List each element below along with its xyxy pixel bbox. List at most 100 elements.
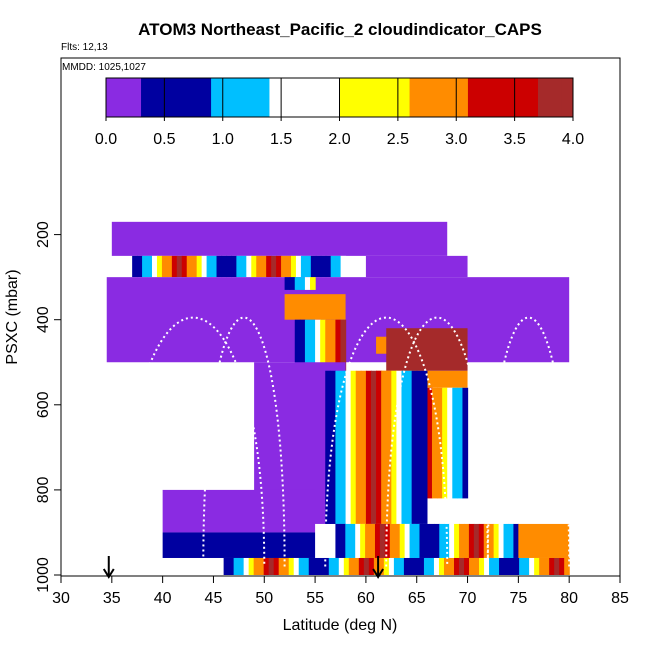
heatmap-cell <box>340 370 347 524</box>
heatmap-cell <box>228 557 235 575</box>
heatmap-cell <box>243 557 250 575</box>
heatmap-cell <box>223 557 230 575</box>
heatmap-cell <box>271 255 277 278</box>
heatmap-cell <box>340 319 347 388</box>
heatmap-cell <box>253 557 260 575</box>
heatmap-cell <box>370 370 377 524</box>
colorbar-segment <box>514 78 527 117</box>
heatmap-cell <box>488 523 495 558</box>
y-tick-label: 600 <box>35 391 52 418</box>
heatmap-cell <box>335 370 342 524</box>
heatmap-cell <box>398 557 405 575</box>
heatmap-cell <box>403 557 410 575</box>
x-tick-label: 75 <box>509 590 527 607</box>
colorbar-tick-label: 3.5 <box>504 131 526 148</box>
heatmap-cell <box>299 319 306 388</box>
colorbar-segment <box>502 78 516 117</box>
heatmap-cell <box>468 523 475 558</box>
heatmap-cell <box>408 557 415 575</box>
colorbar-segment <box>106 78 119 117</box>
heatmap-cell <box>196 255 203 278</box>
heatmap-cell <box>313 557 320 575</box>
heatmap-cell <box>393 557 400 575</box>
heatmap-cell <box>406 370 413 524</box>
colorbar-segment <box>292 78 305 117</box>
heatmap-cell <box>554 557 560 575</box>
colorbar-segment <box>211 78 224 117</box>
heatmap-cell <box>381 370 387 524</box>
heatmap-cell <box>423 557 430 575</box>
heatmap-cell <box>294 319 301 388</box>
heatmap-cell <box>161 255 168 278</box>
heatmap-cell <box>549 557 555 575</box>
colorbar-segment <box>409 78 422 117</box>
heatmap-cell <box>539 557 545 575</box>
heatmap-cell <box>483 523 490 558</box>
heatmap-cell <box>373 557 380 575</box>
heatmap-cell <box>365 370 372 524</box>
heatmap-cell <box>448 557 455 575</box>
flight-profile-line <box>202 316 286 567</box>
heatmap-cell <box>299 277 306 290</box>
marker-arrow-head <box>102 568 115 579</box>
heatmap-cell <box>462 387 469 499</box>
heatmap-cell <box>404 523 411 558</box>
heatmap-cell <box>350 370 357 524</box>
heatmap-cell <box>181 255 188 278</box>
heatmap-cell <box>315 255 322 278</box>
heatmap-cell <box>503 523 510 558</box>
colorbar-tick-label: 3.0 <box>445 131 467 148</box>
heatmap-cell <box>384 523 391 558</box>
heatmap-cell <box>147 255 153 278</box>
heatmap-cell <box>268 557 275 575</box>
heatmap-cell <box>320 255 327 278</box>
heatmap-cell <box>389 523 396 558</box>
heatmap-cell <box>171 255 178 278</box>
heatmap-cell <box>111 221 448 256</box>
colorbar-segment <box>152 78 165 117</box>
y-tick-label: 800 <box>35 476 52 503</box>
colorbar-tick-label: 1.5 <box>270 131 292 148</box>
heatmap-cell <box>434 523 440 558</box>
heatmap-cell <box>330 255 337 278</box>
heatmap-cell <box>509 557 515 575</box>
heatmap-cell <box>513 523 519 558</box>
colorbar-segment <box>339 78 352 117</box>
heatmap-cell <box>308 557 315 575</box>
heatmap-cell <box>298 557 305 575</box>
heatmap-cell <box>221 255 228 278</box>
heatmap-cell <box>166 255 173 278</box>
colorbar-segment <box>141 78 154 117</box>
colorbar-tick-label: 0.0 <box>95 131 117 148</box>
heatmap-cell <box>416 370 423 524</box>
colorbar-segment <box>374 78 387 117</box>
heatmap-cell <box>288 557 295 575</box>
heatmap-cell <box>335 319 342 388</box>
heatmap-cell <box>388 557 395 575</box>
heatmap-cell <box>493 523 500 558</box>
heatmap-cell <box>386 328 468 371</box>
chart-title: ATOM3 Northeast_Pacific_2 cloudindicator… <box>138 20 542 39</box>
heatmap-cell <box>478 523 485 558</box>
heatmap-cell <box>320 319 326 388</box>
heatmap-cell <box>156 255 163 278</box>
heatmap-cell <box>258 557 265 575</box>
colorbar-segment <box>537 78 551 117</box>
colorbar-segment <box>444 78 457 117</box>
colorbar-segment <box>456 78 469 117</box>
heatmap-cell <box>365 255 468 278</box>
heatmap-cell <box>453 557 460 575</box>
heatmap-cell <box>328 557 335 575</box>
heatmap-cell <box>386 370 392 524</box>
x-tick-label: 60 <box>357 590 375 607</box>
colorbar-segment <box>561 78 574 117</box>
heatmap-cell <box>394 523 401 558</box>
heatmap-cell <box>442 387 448 499</box>
colorbar-segment <box>129 78 142 117</box>
heatmap-cell <box>524 557 530 575</box>
heatmap-cell <box>289 277 296 290</box>
heatmap-cell <box>201 255 208 278</box>
x-tick-label: 85 <box>611 590 629 607</box>
colorbar-segment <box>316 78 329 117</box>
heatmap-cell <box>281 255 287 278</box>
